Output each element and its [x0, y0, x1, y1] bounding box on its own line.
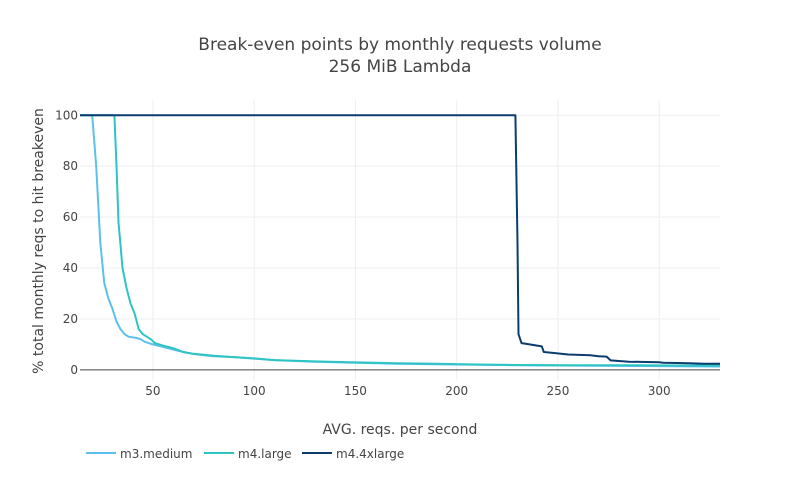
legend-label: m4.4xlarge	[336, 447, 404, 461]
x-tick-label: 150	[344, 384, 367, 398]
legend-label: m4.large	[238, 447, 292, 461]
y-tick-label: 0	[70, 363, 78, 377]
y-tick-label: 100	[55, 108, 78, 122]
series-line-m4-4xlarge	[80, 114, 720, 365]
grid-layer	[80, 100, 720, 380]
x-tick-label: 100	[243, 384, 266, 398]
y-axis-title: % total monthly reqs to hit breakeven	[31, 108, 47, 374]
y-tick-label: 80	[63, 159, 78, 173]
y-tick-label: 60	[63, 210, 78, 224]
series-line-m4-large	[80, 114, 720, 367]
x-tick-label: 250	[547, 384, 570, 398]
x-tick-label: 200	[445, 384, 468, 398]
tick-layer: 50 100 150 200 250 300 0 20 40 60 80 100	[55, 108, 671, 398]
y-tick-label: 20	[63, 312, 78, 326]
x-axis-title: AVG. reqs. per second	[323, 422, 478, 438]
legend: m3.medium m4.large m4.4xlarge	[86, 447, 404, 461]
series-line-m3-medium	[80, 114, 721, 368]
chart-title: Break-even points by monthly requests vo…	[198, 35, 601, 55]
y-tick-label: 40	[63, 261, 78, 275]
legend-label: m3.medium	[120, 447, 192, 461]
chart-subtitle: 256 MiB Lambda	[329, 57, 472, 77]
x-tick-label: 300	[648, 384, 671, 398]
series-layer	[80, 114, 721, 368]
x-tick-label: 50	[145, 384, 160, 398]
